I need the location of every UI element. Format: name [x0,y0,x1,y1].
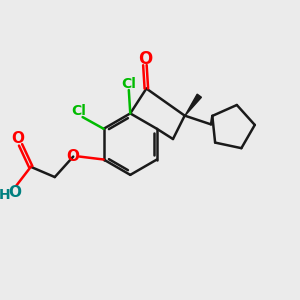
Text: O: O [12,131,25,146]
Text: H: H [0,188,10,202]
Text: O: O [138,50,152,68]
Text: Cl: Cl [71,103,86,118]
Text: Cl: Cl [122,76,136,91]
Text: O: O [8,185,21,200]
Text: O: O [67,149,80,164]
Polygon shape [185,94,201,116]
